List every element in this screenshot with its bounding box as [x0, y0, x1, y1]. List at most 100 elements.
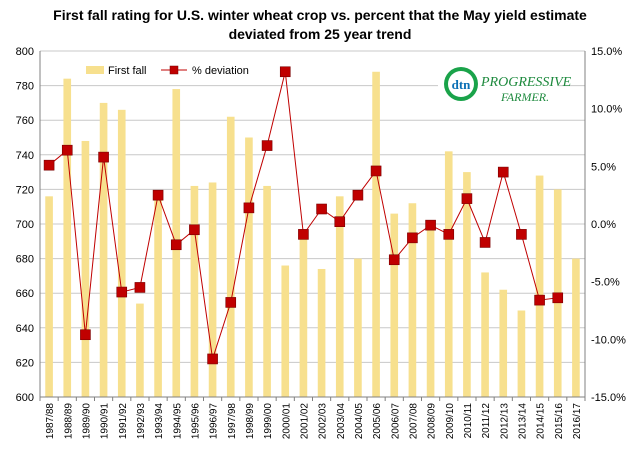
deviation-point — [370, 165, 382, 177]
deviation-point — [152, 189, 164, 201]
x-tick-label: 1997/98 — [227, 403, 238, 440]
deviation-point — [388, 254, 400, 266]
bar-first-fall — [499, 289, 508, 397]
bar-first-fall — [45, 196, 53, 397]
bar-first-fall — [372, 71, 380, 397]
x-tick-label: 2000/01 — [281, 403, 292, 440]
bar-first-fall — [463, 172, 471, 397]
left-tick-label: 700 — [16, 219, 34, 231]
x-tick-label: 1993/94 — [154, 403, 165, 440]
x-tick-label: 1995/96 — [190, 403, 201, 440]
left-tick-label: 660 — [16, 288, 34, 300]
right-axis-ticks: -15.0% -10.0% -5.0% 0.0% 5.0% 10.0% 15.0% — [591, 46, 626, 404]
bar-first-fall — [154, 196, 162, 397]
deviation-point — [225, 297, 237, 308]
deviation-point — [80, 329, 91, 341]
bar-first-fall — [517, 310, 526, 397]
legend-marker-deviation — [169, 65, 179, 75]
x-axis-ticks: 1987/88 1988/89 1989/90 1990/91 1991/92 1992/… — [45, 403, 583, 440]
bar-first-fall — [481, 272, 489, 397]
deviation-point — [243, 202, 255, 214]
bar-first-fall — [226, 116, 235, 398]
deviation-point — [279, 66, 291, 78]
right-tick-label: 0.0% — [591, 219, 616, 231]
deviation-point — [207, 353, 218, 365]
x-tick-label: 2016/17 — [572, 403, 583, 440]
right-tick-label: 15.0% — [591, 46, 622, 58]
x-tick-label: 2014/15 — [536, 403, 547, 440]
right-tick-label: -15.0% — [591, 392, 626, 404]
deviation-point — [43, 159, 55, 171]
left-tick-label: 680 — [16, 254, 34, 266]
deviation-point — [170, 239, 182, 251]
logo-dtn-inner — [448, 71, 474, 97]
deviation-point — [98, 151, 109, 163]
left-tick-label: 780 — [16, 81, 34, 93]
bar-first-fall — [190, 185, 199, 397]
bar-first-fall — [99, 102, 108, 398]
bar-first-fall — [245, 137, 253, 397]
x-tick-label: 2013/14 — [517, 403, 528, 440]
deviation-point — [261, 140, 273, 151]
bar-first-fall — [317, 268, 326, 397]
x-tick-label: 1994/95 — [172, 403, 183, 440]
right-tick-label: 5.0% — [591, 161, 616, 173]
left-tick-label: 760 — [16, 115, 34, 127]
dtn-progressive-farmer-logo: dtn PROGRESSIVE FARMER. — [438, 62, 572, 108]
deviation-point — [116, 286, 128, 298]
x-tick-label: 2002/03 — [318, 403, 329, 440]
bar-first-fall — [426, 224, 435, 397]
x-tick-label: 2009/10 — [445, 403, 456, 440]
deviation-point — [443, 229, 455, 240]
x-tick-label: 1990/91 — [100, 403, 111, 440]
x-tick-label: 2001/02 — [299, 403, 310, 440]
deviation-point — [61, 144, 73, 156]
x-tick-label: 2011/12 — [481, 403, 492, 439]
x-tick-label: 2005/06 — [372, 403, 383, 440]
deviation-point — [425, 219, 436, 231]
bar-first-fall — [117, 109, 126, 397]
bar-first-fall — [136, 303, 144, 397]
x-tick-label: 1998/99 — [245, 403, 256, 440]
logo-name-line-1: PROGRESSIVE — [480, 75, 572, 90]
right-tick-label: -10.0% — [591, 334, 626, 346]
bar-first-fall — [354, 258, 362, 397]
bar-first-fall — [63, 78, 72, 398]
deviation-point — [534, 294, 545, 306]
left-tick-label: 800 — [16, 46, 34, 58]
x-tick-label: 1996/97 — [209, 403, 220, 440]
x-tick-label: 1988/89 — [63, 403, 74, 440]
left-tick-label: 740 — [16, 150, 34, 162]
left-tick-label: 600 — [16, 392, 34, 404]
x-tick-label: 2003/04 — [336, 403, 347, 440]
x-tick-label: 2012/13 — [499, 403, 510, 440]
x-tick-label: 2006/07 — [390, 403, 401, 440]
legend-label-deviation: % deviation — [192, 65, 249, 77]
right-tick-label: -5.0% — [591, 277, 620, 289]
bar-first-fall — [263, 185, 271, 397]
x-tick-label: 1991/92 — [118, 403, 129, 440]
deviation-point — [497, 166, 509, 178]
chart-title: First fall rating for U.S. winter wheat … — [0, 6, 640, 44]
deviation-point — [461, 193, 473, 204]
bar-layer — [45, 71, 580, 398]
bar-first-fall — [81, 140, 90, 397]
x-tick-label: 1999/00 — [263, 403, 274, 440]
x-tick-label: 1989/90 — [81, 403, 92, 440]
deviation-point — [407, 232, 418, 244]
left-axis-ticks: 600 620 640 660 680 700 720 740 760 780 800 — [16, 46, 34, 404]
x-tick-label: 2015/16 — [554, 403, 565, 440]
bar-first-fall — [408, 203, 417, 397]
logo-dtn-mark: dtn — [452, 77, 472, 92]
left-tick-label: 620 — [16, 357, 34, 369]
deviation-point — [516, 229, 527, 240]
left-tick-label: 640 — [16, 323, 34, 335]
x-tick-label: 2004/05 — [354, 403, 365, 440]
line-layer — [43, 66, 564, 365]
bar-first-fall — [208, 182, 217, 397]
x-tick-label: 1987/88 — [45, 403, 56, 440]
deviation-point — [334, 216, 346, 227]
deviation-point — [298, 229, 309, 240]
deviation-point — [316, 203, 327, 215]
